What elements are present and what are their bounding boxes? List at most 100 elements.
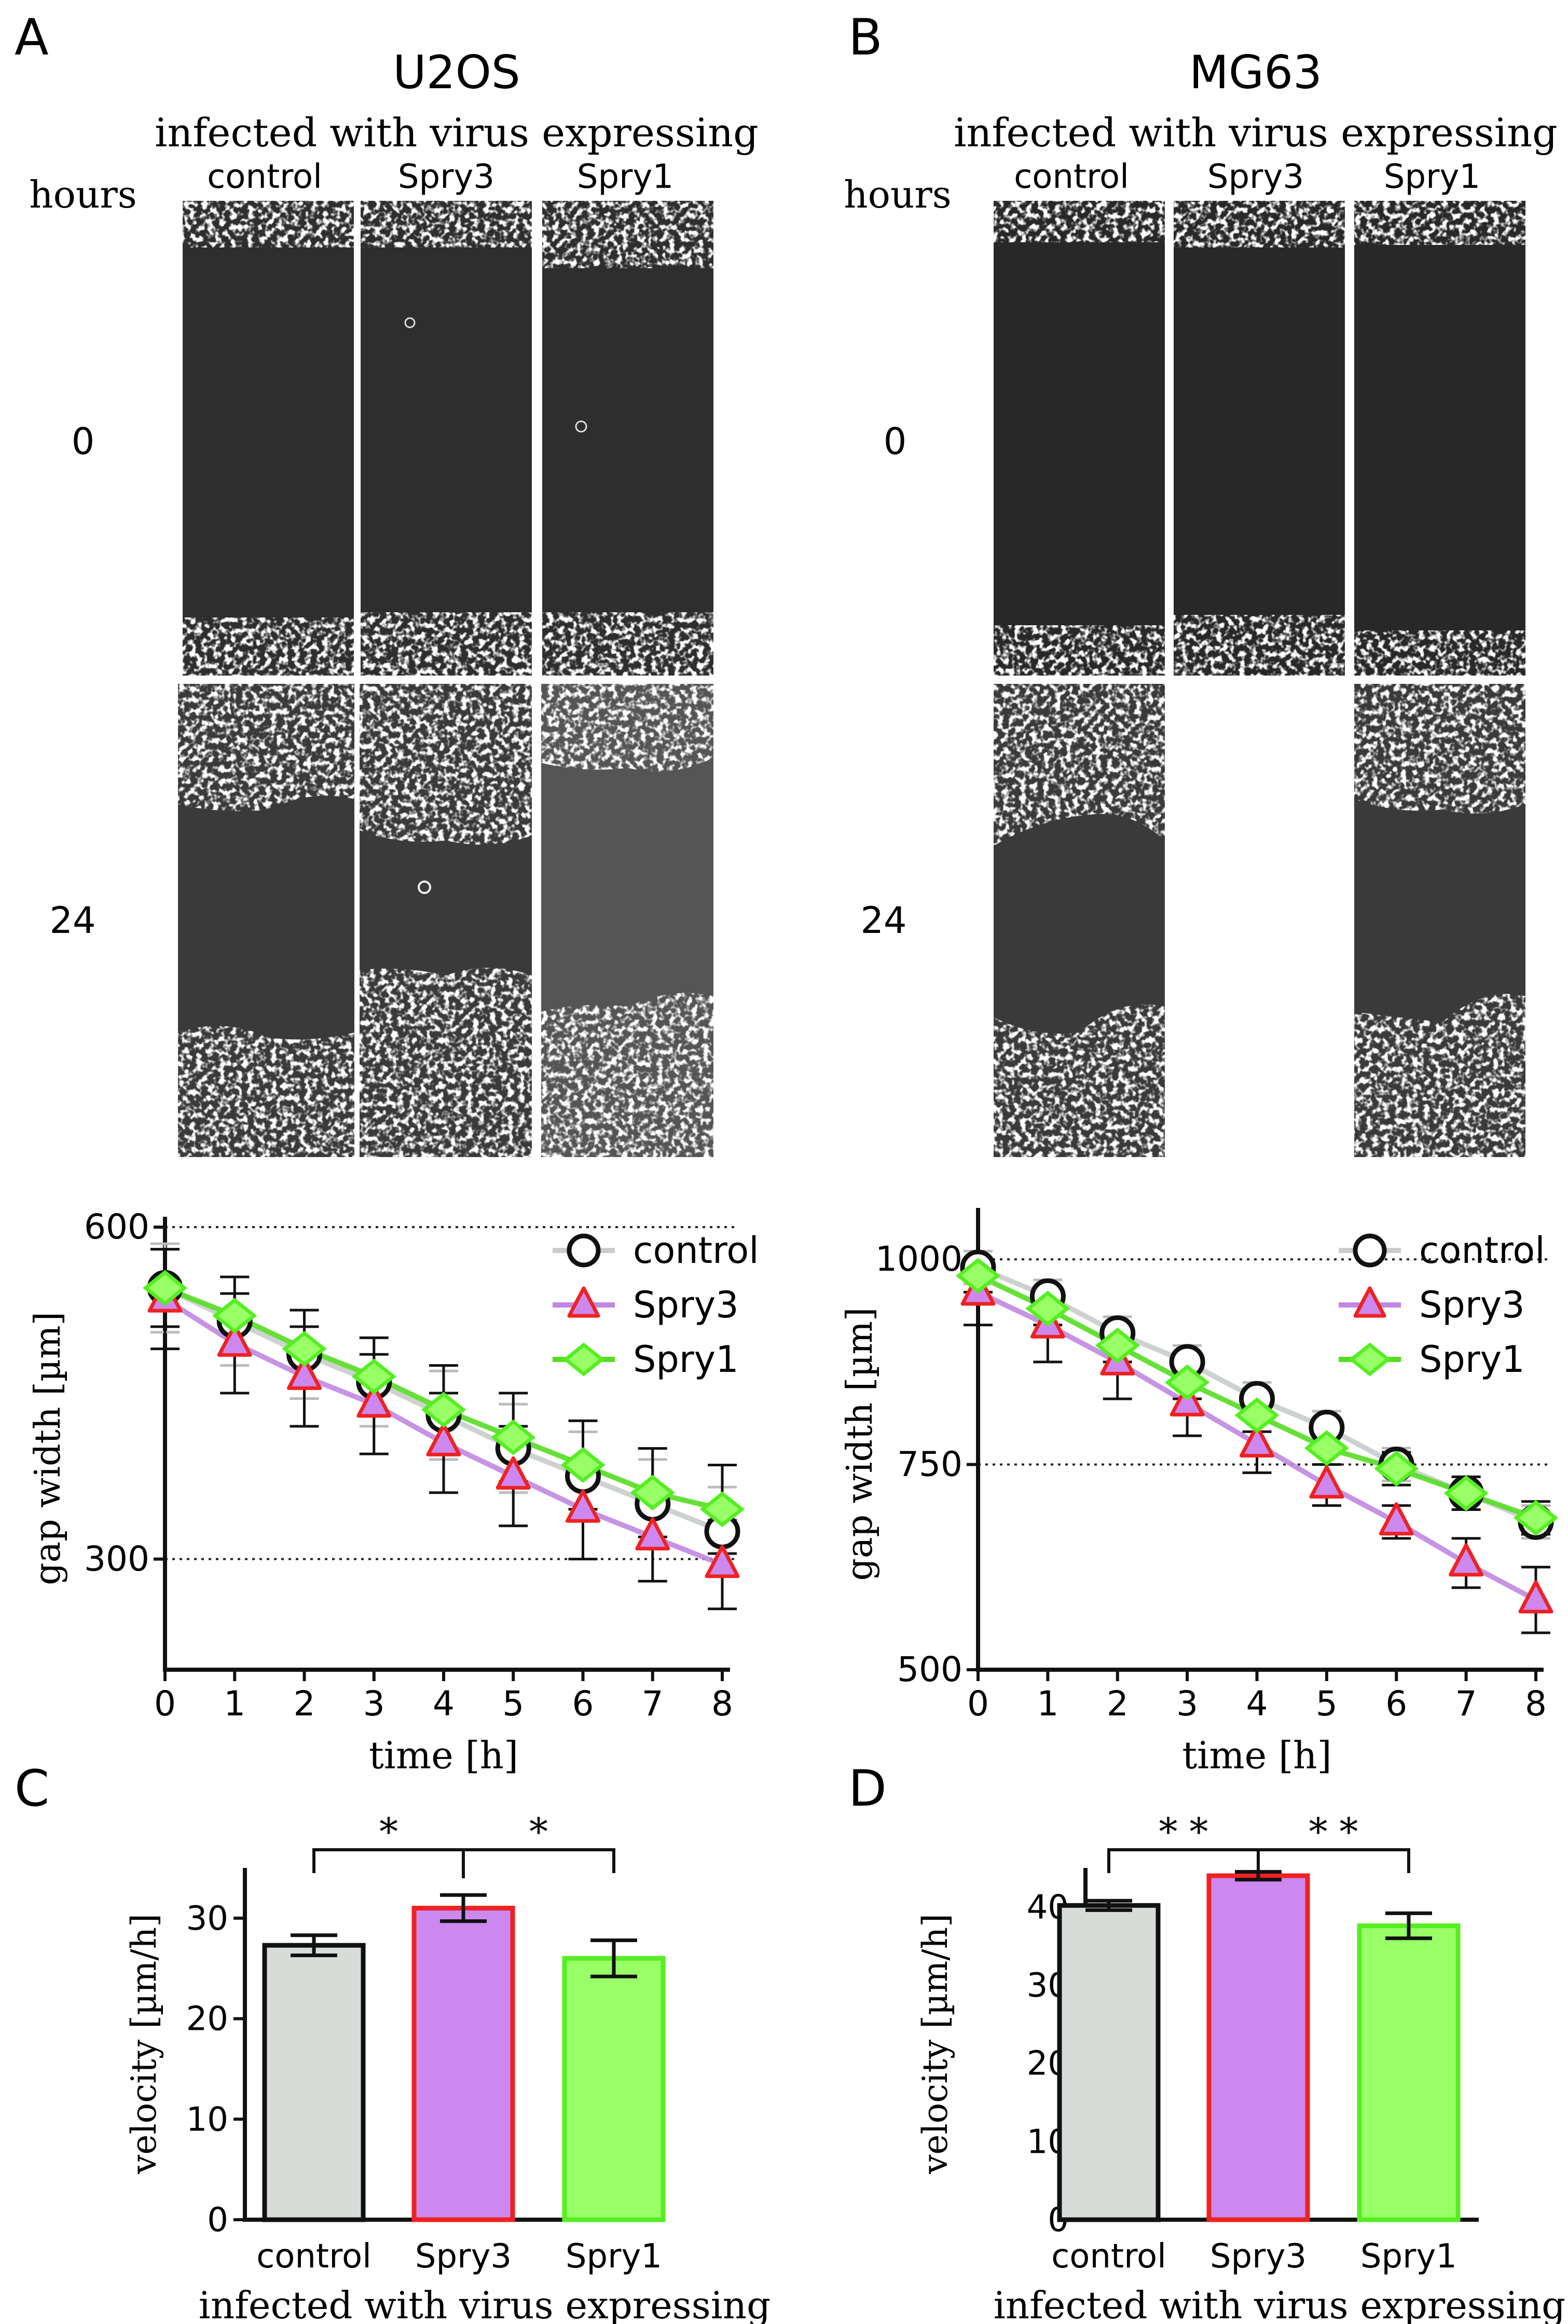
data-point-spry3 <box>1449 1543 1484 1577</box>
reference-lines <box>165 1226 738 1560</box>
category-label-spry3: Spry3 <box>1210 2237 1306 2276</box>
category-label-spry1: Spry1 <box>1360 2237 1457 2276</box>
cell-line-title-a: U2OS <box>393 46 520 99</box>
data-point-spry1 <box>1443 1475 1489 1511</box>
cell-line-title-b: MG63 <box>1189 46 1322 99</box>
legend-label-control: control <box>633 1229 759 1272</box>
data-point-spry1 <box>1349 1342 1391 1377</box>
data-point-spry3 <box>705 1545 740 1578</box>
y-tick-label: 20 <box>186 2000 228 2039</box>
panel-letter-a: A <box>15 8 49 66</box>
column-label-a-spry1: Spry1 <box>577 158 673 196</box>
data-point-spry3 <box>1379 1502 1414 1536</box>
micrograph-b-0h-control <box>994 201 1165 676</box>
data-point-spry1 <box>1234 1397 1280 1434</box>
significance-left: * <box>379 1810 398 1853</box>
category-label-spry3: Spry3 <box>415 2237 512 2276</box>
data-point-spry3 <box>1518 1580 1553 1614</box>
timepoint-label-a-0: 0 <box>72 420 95 463</box>
y-tick-label: 600 <box>84 1207 149 1247</box>
bar-spry3 <box>1206 1873 1310 2222</box>
data-point-spry1 <box>1165 1364 1210 1400</box>
x-tick-label: 3 <box>363 1684 385 1724</box>
category-label-spry1: Spry1 <box>566 2237 662 2276</box>
subtitle-b: infected with virus expressing <box>954 109 1558 156</box>
data-point-spry3 <box>1309 1465 1344 1499</box>
data-point-spry1 <box>142 1270 188 1306</box>
column-label-a-control: control <box>207 158 322 196</box>
series-group <box>142 1242 745 1611</box>
y-tick-label: 30 <box>186 1900 228 1938</box>
micrograph-b-24h-spry1 <box>1354 684 1525 1157</box>
x-tick-label: 0 <box>967 1684 989 1724</box>
data-point-spry1 <box>630 1475 675 1511</box>
data-point-spry1 <box>421 1392 466 1428</box>
data-point-spry3 <box>567 1286 600 1318</box>
column-label-b-spry3: Spry3 <box>1207 158 1304 196</box>
micrograph-b-24h-control <box>994 684 1165 1157</box>
legend-label-spry1: Spry1 <box>633 1338 739 1381</box>
x-tick-label: 6 <box>572 1684 594 1724</box>
micrograph-b-0h-spry1 <box>1354 201 1525 676</box>
x-tick-label: 7 <box>1455 1684 1477 1724</box>
legend-label-spry1: Spry1 <box>1419 1338 1525 1381</box>
bracket-right <box>462 1848 615 1878</box>
data-point-spry3 <box>1240 1424 1274 1457</box>
bar-control <box>262 1943 366 2222</box>
bar-spry1 <box>1357 1923 1461 2222</box>
y-axis-label: gap width [µm] <box>27 1312 68 1585</box>
data-point-spry1 <box>1304 1430 1349 1466</box>
bars-group: control Spry3 Spry1 <box>1051 1870 1461 2276</box>
data-point-spry3 <box>356 1384 392 1418</box>
data-point-spry1 <box>562 1342 605 1377</box>
x-axis-label: infected with virus expressing <box>994 2284 1565 2324</box>
row-header-b: hours <box>844 173 951 216</box>
bars-group: control Spry3 Spry1 <box>256 1893 666 2276</box>
data-point-spry1 <box>491 1419 536 1455</box>
data-point-control <box>567 1233 601 1268</box>
reference-lines <box>978 1258 1551 1466</box>
data-point-spry1 <box>282 1331 327 1367</box>
data-point-spry3 <box>635 1517 670 1551</box>
x-tick-label: 4 <box>433 1684 455 1724</box>
legend: control Spry3 Spry1 <box>1339 1229 1545 1381</box>
y-tick-label: 10 <box>186 2100 228 2139</box>
axes: 0 1 2 3 4 5 6 7 8 500 750 1000 <box>875 1208 1547 1724</box>
micrograph-a-24h-spry3 <box>360 684 532 1157</box>
significance-brackets <box>1107 1848 1410 1878</box>
timepoint-label-b-0: 0 <box>884 420 907 463</box>
data-point-spry3 <box>566 1489 600 1523</box>
x-axis-label: time [h] <box>369 1734 518 1777</box>
series-group <box>955 1249 1559 1634</box>
x-tick-label: 4 <box>1246 1684 1268 1724</box>
y-tick-label: 1000 <box>875 1239 962 1279</box>
y-tick-label: 500 <box>897 1649 962 1689</box>
legend-label-spry3: Spry3 <box>1419 1284 1525 1326</box>
bracket-left <box>312 1848 465 1878</box>
x-tick-label: 2 <box>1107 1684 1129 1724</box>
data-point-spry1 <box>560 1447 606 1483</box>
x-tick-label: 5 <box>1316 1684 1338 1724</box>
y-tick-label: 750 <box>897 1445 962 1484</box>
data-point-spry3 <box>1353 1286 1386 1318</box>
bracket-right <box>1257 1848 1410 1878</box>
chart-a-gap-width: 0 1 2 3 4 5 6 7 8 300 600 control Spry3 Spry1 time [… <box>27 1207 759 1777</box>
micrograph-b-0h-spry3 <box>1174 201 1345 676</box>
category-label-control: control <box>1051 2237 1166 2276</box>
legend: control Spry3 Spry1 <box>553 1229 759 1381</box>
x-tick-label: 7 <box>642 1684 664 1724</box>
x-tick-label: 1 <box>224 1684 245 1724</box>
chart-b-gap-width: 0 1 2 3 4 5 6 7 8 500 750 1000 control Spry3 Spry1 ti… <box>840 1208 1559 1777</box>
micrograph-a-24h-spry1 <box>541 684 713 1157</box>
row-header-a: hours <box>29 173 136 216</box>
y-axis-label: velocity [µm/h] <box>915 1914 955 2175</box>
data-point-spry3 <box>287 1356 322 1390</box>
x-tick-label: 8 <box>1525 1684 1547 1724</box>
panel-a: A U2OS infected with virus expressing ho… <box>15 8 759 1157</box>
timepoint-label-a-24: 24 <box>49 899 95 942</box>
micrograph-a-0h-control <box>183 201 354 676</box>
column-label-b-spry1: Spry1 <box>1384 158 1480 196</box>
panel-letter-d: D <box>848 1759 887 1818</box>
data-point-spry1 <box>212 1298 257 1334</box>
